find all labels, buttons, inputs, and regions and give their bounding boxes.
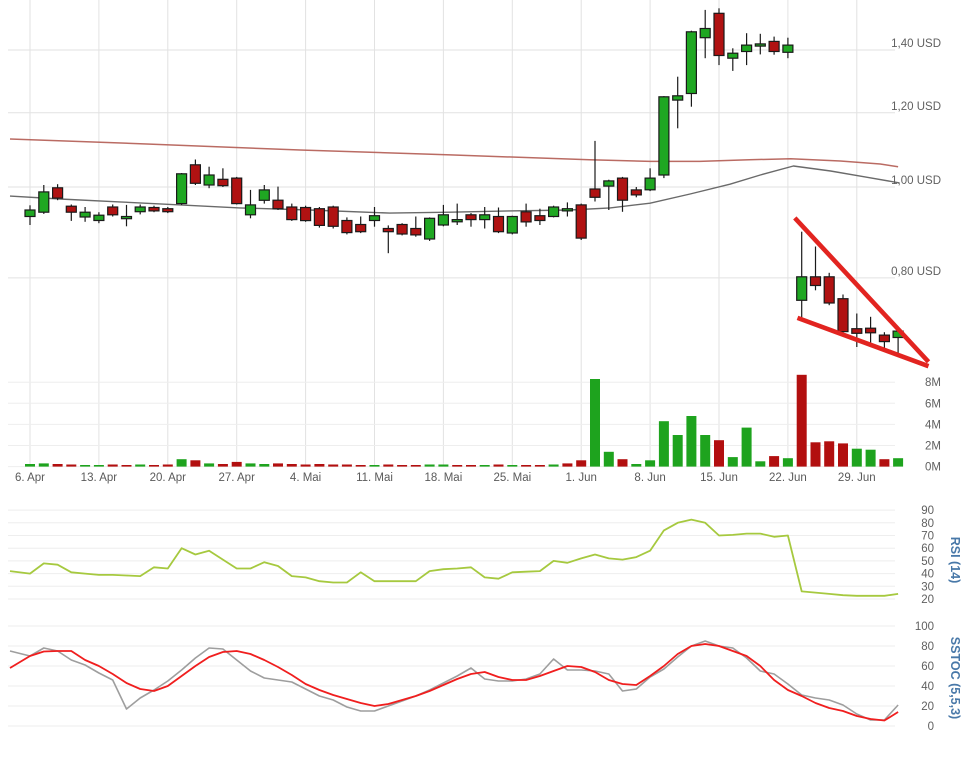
rsi-axis-label: 70 [921,531,934,543]
date-axis-label: 1. Jun [566,472,597,484]
weekly-gridlines [29,0,858,467]
date-axis-label: 8. Jun [634,472,665,484]
stoch-axis-label: 0 [928,721,934,733]
date-axis-label: 29. Jun [838,472,876,484]
volume-axis-label: 2M [925,441,941,453]
price-axis-label: 1,20 USD [891,101,941,113]
stoch-axis-label: 100 [915,621,934,633]
date-axis-label: 13. Apr [81,472,118,484]
rsi-gridlines [8,509,895,600]
date-axis-label: 15. Jun [700,472,738,484]
price-axis-labels: 1,40 USD 1,20 USD 1,00 USD 0,80 USD [891,38,941,278]
date-axis-label: 11. Mai [356,472,393,484]
date-axis-labels: 6. Apr 13. Apr 20. Apr 27. Apr 4. Mai 11. Mai… [15,472,876,484]
trend-wedge-lines [793,216,931,369]
stoch-axis-labels: 100 80 60 40 20 0 [915,621,934,733]
volume-axis-label: 0M [925,462,941,474]
stoch-pane[interactable] [8,615,895,733]
price-axis-label: 0,80 USD [891,266,941,278]
date-axis-label: 27. Apr [218,472,255,484]
stoch-axis-label: 60 [921,661,934,673]
volume-bars [25,374,904,467]
price-axis-label: 1,40 USD [891,38,941,50]
candles [24,8,904,354]
sma-long-line [9,138,899,168]
rsi-axis-label: 30 [921,581,934,593]
rsi-axis-label: 90 [921,505,934,517]
rsi-pane-title: RSI (14) [948,537,962,584]
volume-axis-label: 6M [925,398,941,410]
volume-axis-label: 8M [925,377,941,389]
date-axis-label: 6. Apr [15,472,45,484]
rsi-axis-label: 60 [921,543,934,555]
volume-axis-label: 4M [925,419,941,431]
stoch-axis-label: 80 [921,641,934,653]
price-pane[interactable] [8,0,895,467]
rsi-line [9,518,899,597]
date-axis-label: 20. Apr [150,472,187,484]
rsi-axis-label: 20 [921,594,934,606]
stoch-axis-label: 20 [921,701,934,713]
volume-axis-labels: 8M 6M 4M 2M 0M [925,377,941,473]
price-axis-label: 1,00 USD [891,175,941,187]
date-axis-label: 18. Mai [425,472,463,484]
stoch-pane-title: SSTOC (5,5,3) [948,637,962,719]
rsi-pane[interactable] [8,500,895,605]
rsi-axis-label: 80 [921,518,934,530]
rsi-axis-label: 50 [921,556,934,568]
stoch-d-line [9,643,899,722]
date-axis-label: 25. Mai [493,472,531,484]
stoch-axis-label: 40 [921,681,934,693]
rsi-axis-label: 40 [921,569,934,581]
date-axis-label: 4. Mai [290,472,321,484]
date-axis-label: 22. Jun [769,472,807,484]
stoch-gridlines [8,625,895,727]
stoch-k-line [9,640,899,721]
